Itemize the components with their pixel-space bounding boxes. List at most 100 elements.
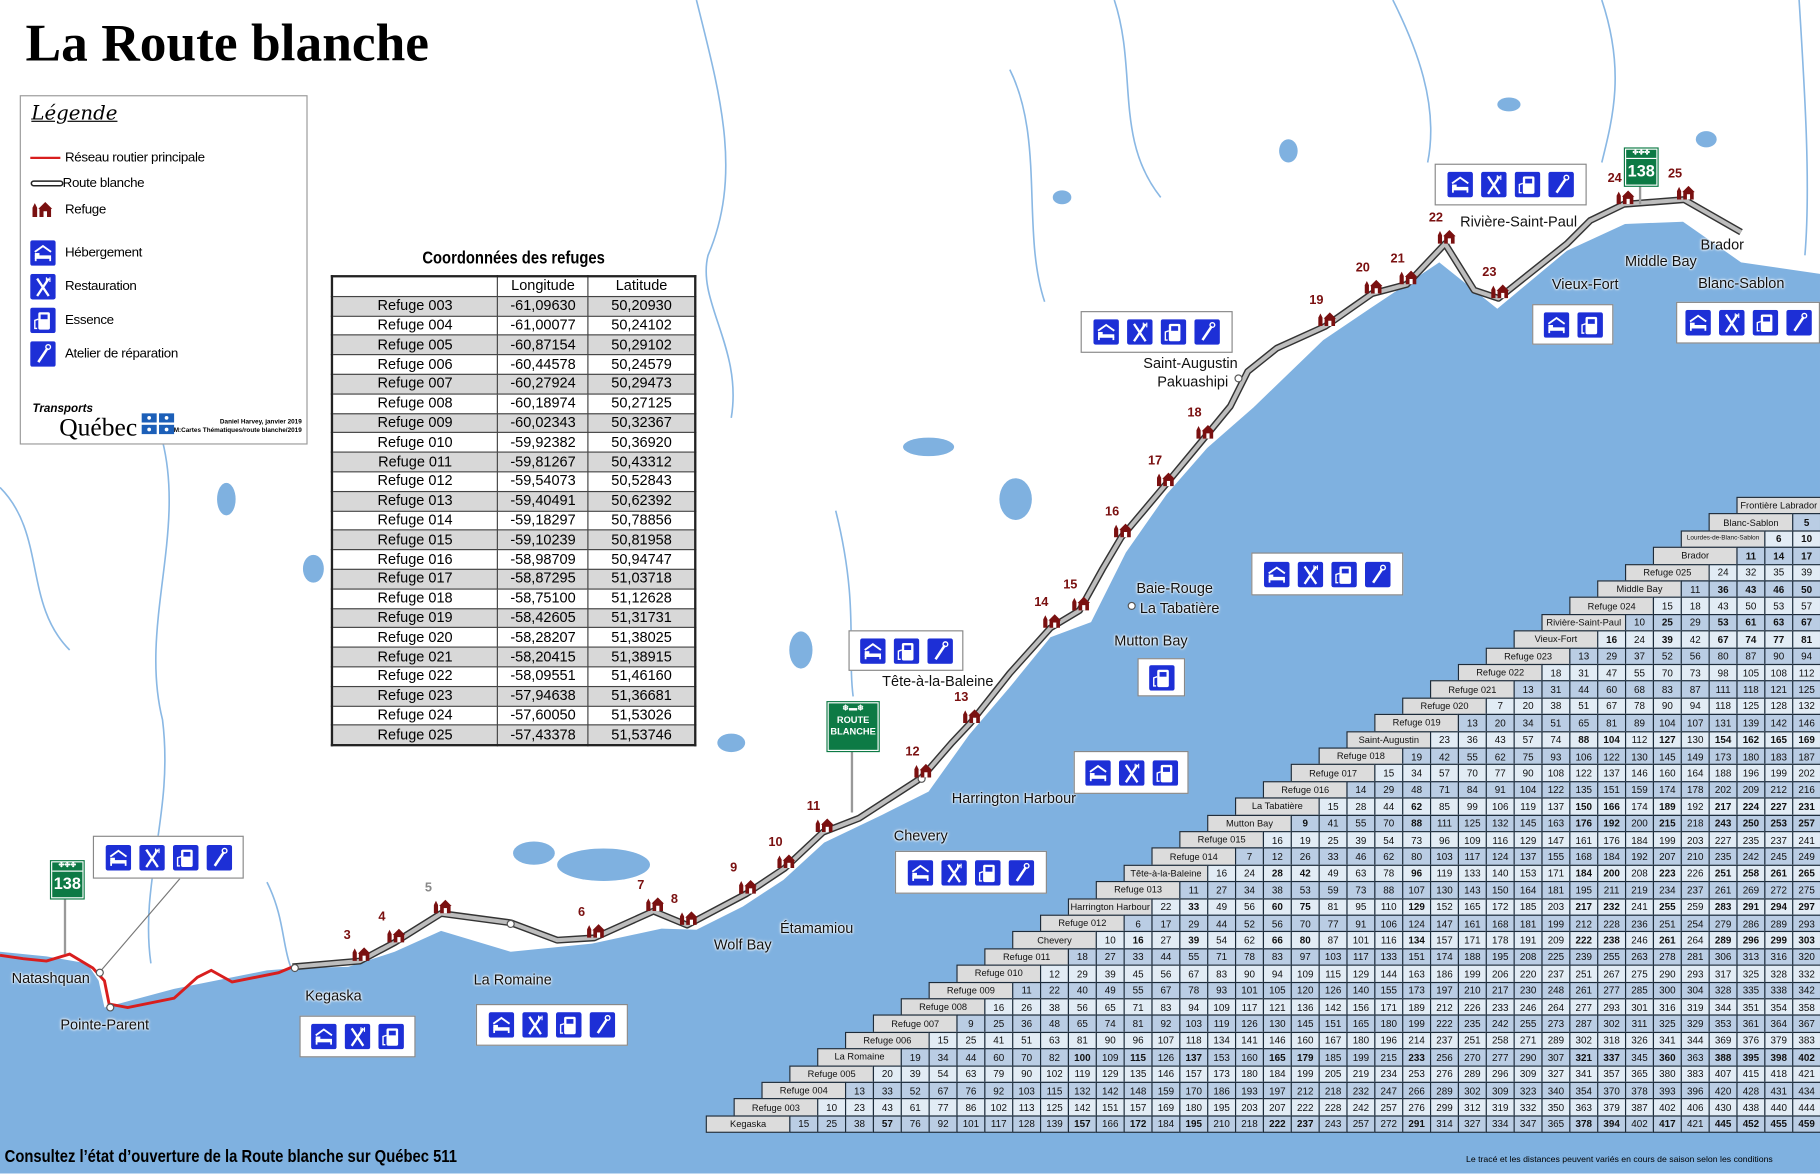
coordinates-cell: -59,10239 bbox=[497, 529, 589, 551]
distance-cell: 211 bbox=[1597, 881, 1627, 900]
wrench-icon bbox=[1364, 561, 1391, 587]
distance-cell: 29 bbox=[1179, 914, 1209, 933]
place-label: Pointe-Parent bbox=[60, 1016, 150, 1034]
distance-cell: 147 bbox=[1429, 914, 1460, 933]
distance-cell: 317 bbox=[1708, 964, 1738, 983]
refuge-icon[interactable] bbox=[385, 927, 406, 949]
distance-cell: 90 bbox=[1234, 964, 1265, 983]
place-label: Rivière-Saint-Paul bbox=[1460, 213, 1578, 230]
distance-cell: 137 bbox=[1179, 1048, 1209, 1067]
distance-cell: 164 bbox=[1680, 764, 1710, 783]
distance-cell: 147 bbox=[1541, 831, 1571, 849]
wrench-icon bbox=[589, 1012, 616, 1038]
lakes bbox=[217, 97, 1717, 881]
distance-cell: 126 bbox=[1234, 1014, 1265, 1033]
distance-cell: 57 bbox=[1792, 597, 1820, 615]
distance-cell: 250 bbox=[1736, 814, 1766, 833]
lake bbox=[302, 554, 324, 583]
distance-cell: 19 bbox=[1402, 747, 1432, 766]
distance-cell: 314 bbox=[1429, 1115, 1460, 1134]
refuge-icon[interactable] bbox=[737, 879, 758, 901]
distance-cell: 277 bbox=[1597, 981, 1627, 1000]
place-label: Chevery bbox=[893, 827, 948, 844]
refuge-icon[interactable] bbox=[1615, 189, 1636, 211]
refuge-icon[interactable] bbox=[1675, 185, 1696, 207]
distance-cell: 19 bbox=[900, 1048, 930, 1067]
distance-cell: 11 bbox=[1680, 580, 1710, 599]
distance-cell: 342 bbox=[1792, 981, 1820, 1000]
refuge-number: 4 bbox=[378, 909, 386, 924]
refuge-icon[interactable] bbox=[1155, 471, 1176, 493]
distance-cell: 13 bbox=[844, 1081, 875, 1100]
refuge-icon[interactable] bbox=[961, 708, 982, 730]
distance-cell: 102 bbox=[984, 1098, 1014, 1117]
footer-quebec-511[interactable]: Consultez l’état d’ouverture de la Route… bbox=[4, 1146, 457, 1167]
distance-cell: 354 bbox=[1764, 998, 1794, 1017]
distance-cell: 146 bbox=[1624, 764, 1655, 783]
coordinates-cell: Refuge 023 bbox=[331, 685, 499, 707]
distance-cell: 302 bbox=[1597, 1014, 1627, 1033]
distance-cell: 393 bbox=[1652, 1081, 1682, 1100]
distance-cell: 192 bbox=[1624, 847, 1655, 866]
lake bbox=[217, 482, 236, 516]
refuge-icon[interactable] bbox=[1194, 424, 1215, 446]
distance-cell: 406 bbox=[1680, 1098, 1710, 1117]
distance-cell: 363 bbox=[1680, 1048, 1710, 1067]
refuge-number: 20 bbox=[1355, 261, 1370, 276]
refuge-icon[interactable] bbox=[1041, 613, 1062, 635]
refuge-icon[interactable] bbox=[678, 910, 699, 932]
distance-cell: 132 bbox=[1067, 1081, 1097, 1100]
distance-cell: 27 bbox=[1207, 881, 1237, 900]
distance-cell: 289 bbox=[1429, 1081, 1460, 1100]
refuge-icon[interactable] bbox=[912, 763, 933, 785]
distance-cell: 275 bbox=[1624, 964, 1655, 983]
distance-cell: 195 bbox=[1207, 1098, 1237, 1117]
distance-cell: 109 bbox=[1207, 998, 1237, 1017]
distance-cell: 42 bbox=[1429, 747, 1460, 766]
distance-cell: 243 bbox=[1708, 814, 1738, 833]
refuge-icon[interactable] bbox=[814, 817, 835, 839]
distance-cell: 125 bbox=[1736, 697, 1766, 716]
distance-cell: 173 bbox=[1402, 981, 1432, 1000]
distance-cell: 169 bbox=[1151, 1098, 1181, 1117]
refuge-icon[interactable] bbox=[432, 898, 453, 920]
refuge-icon[interactable] bbox=[775, 853, 796, 875]
distance-cell: 361 bbox=[1736, 1014, 1766, 1033]
refuge-icon[interactable] bbox=[1363, 279, 1384, 301]
distance-cell: 76 bbox=[900, 1115, 930, 1134]
distance-cell: 33 bbox=[1179, 897, 1209, 916]
distance-cell: 48 bbox=[1402, 780, 1432, 799]
distance-cell: 370 bbox=[1597, 1081, 1627, 1100]
refuge-icon[interactable] bbox=[1397, 269, 1418, 291]
distance-cell: 189 bbox=[1402, 998, 1432, 1017]
distance-cell: 92 bbox=[984, 1081, 1014, 1100]
distance-cell: 176 bbox=[1569, 814, 1599, 833]
refuge-number: 23 bbox=[1482, 265, 1497, 280]
distance-cell: 289 bbox=[1457, 1065, 1487, 1083]
refuge-icon[interactable] bbox=[1316, 311, 1337, 333]
place-label: Étamamiou bbox=[779, 920, 854, 937]
distance-cell: 141 bbox=[1234, 1031, 1265, 1050]
refuge-icon[interactable] bbox=[1489, 283, 1510, 305]
distance-cell: 103 bbox=[1012, 1081, 1042, 1100]
refuge-icon[interactable] bbox=[1070, 595, 1091, 617]
refuge-icon[interactable] bbox=[351, 946, 372, 968]
bed-icon bbox=[105, 844, 131, 870]
coordinates-row: Refuge 010 -59,92382 50,36920 bbox=[331, 432, 696, 453]
distance-cell: 379 bbox=[1597, 1098, 1627, 1117]
wrench-icon bbox=[30, 341, 65, 367]
coordinates-cell: -58,28207 bbox=[497, 627, 589, 648]
refuge-icon[interactable] bbox=[644, 896, 665, 918]
distance-cell: 149 bbox=[1680, 747, 1710, 766]
town-dot bbox=[506, 919, 515, 928]
refuge-icon[interactable] bbox=[1436, 229, 1457, 251]
distance-cell: 87 bbox=[1736, 647, 1766, 666]
distance-cell: 131 bbox=[1708, 714, 1738, 732]
distance-cell: 23 bbox=[844, 1098, 875, 1117]
distance-cell: 102 bbox=[1039, 1065, 1070, 1083]
distance-cell: 32 bbox=[1736, 563, 1766, 582]
refuge-icon[interactable] bbox=[585, 923, 606, 945]
distance-cell: 34 bbox=[928, 1048, 958, 1067]
distance-cell: 293 bbox=[1597, 998, 1627, 1017]
refuge-icon[interactable] bbox=[1112, 522, 1133, 544]
